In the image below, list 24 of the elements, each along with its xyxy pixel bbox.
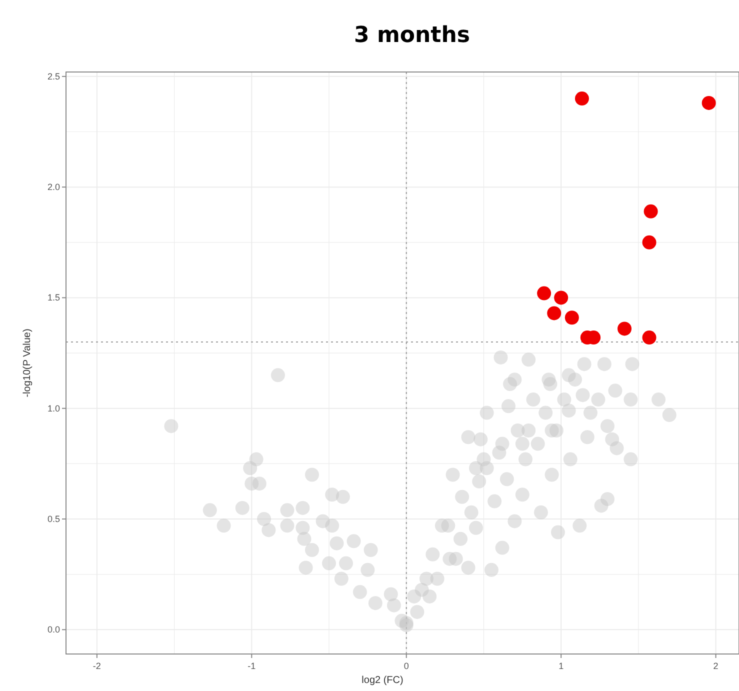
point <box>554 290 568 305</box>
y-tick-label: 0.0 <box>47 624 60 635</box>
x-tick-label: 0 <box>404 661 409 671</box>
point <box>642 330 656 345</box>
y-tick-label: 1.0 <box>47 403 60 414</box>
point <box>574 92 589 106</box>
point <box>564 310 579 325</box>
y-tick-label: 1.5 <box>47 292 60 303</box>
x-tick-label: -1 <box>248 661 256 671</box>
point <box>537 286 552 300</box>
x-tick-label: 2 <box>713 661 718 671</box>
y-axis-title: -log10(P Value) <box>22 328 33 398</box>
x-tick-label: -2 <box>92 661 101 671</box>
chart-title: 3 months <box>354 23 470 48</box>
point <box>702 96 716 110</box>
y-tick-label: 2.0 <box>47 182 60 192</box>
point <box>642 235 656 250</box>
point <box>644 204 658 218</box>
x-tick-label: 1 <box>558 661 564 671</box>
point <box>618 322 632 336</box>
y-tick-label: 0.5 <box>47 514 60 524</box>
x-axis-title: log2 (FC) <box>362 675 404 686</box>
y-tick-label: 2.5 <box>47 71 60 82</box>
point <box>547 306 562 320</box>
